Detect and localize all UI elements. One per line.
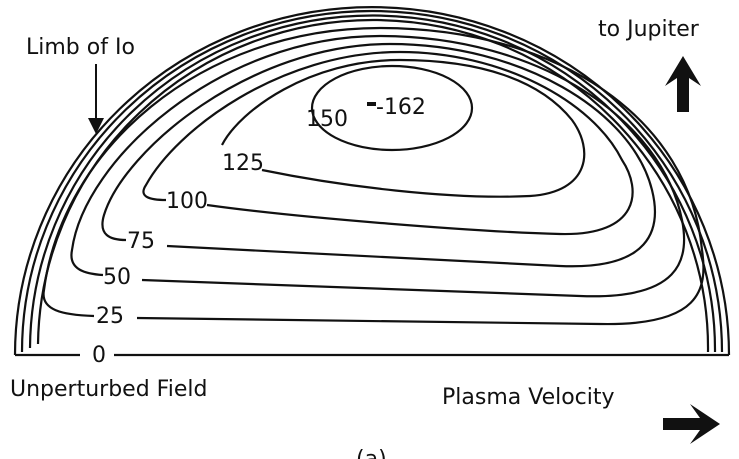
- peak-marker: [367, 102, 376, 106]
- contour-50: [70, 34, 686, 298]
- contour-label: 0: [92, 343, 106, 368]
- plasma-arrow: [663, 404, 720, 444]
- contour-125: [221, 58, 586, 198]
- contour-label: 100: [166, 189, 208, 214]
- unperturbed-label: Unperturbed Field: [10, 377, 207, 402]
- jupiter-arrow: [665, 56, 701, 112]
- contour-line: [20, 9, 724, 353]
- contour-100: [142, 50, 634, 236]
- limb-arrow-head: [88, 118, 104, 134]
- contour-label: 125: [222, 151, 264, 176]
- plasma-label: Plasma Velocity: [442, 385, 615, 410]
- limb-label: Limb of Io: [26, 35, 135, 60]
- contour-line: [36, 18, 710, 353]
- contour-25: [42, 26, 705, 326]
- contour-label: 75: [127, 229, 155, 254]
- panel-label: (a): [356, 447, 387, 459]
- contour-75: [101, 42, 656, 268]
- contour-150: [310, 64, 474, 152]
- contour-label: -162: [376, 95, 426, 120]
- contour-line: [28, 14, 717, 353]
- contour-label: 25: [96, 304, 124, 329]
- contour-label: 150: [306, 107, 348, 132]
- jupiter-label: to Jupiter: [598, 17, 700, 42]
- contour-label: 50: [103, 265, 131, 290]
